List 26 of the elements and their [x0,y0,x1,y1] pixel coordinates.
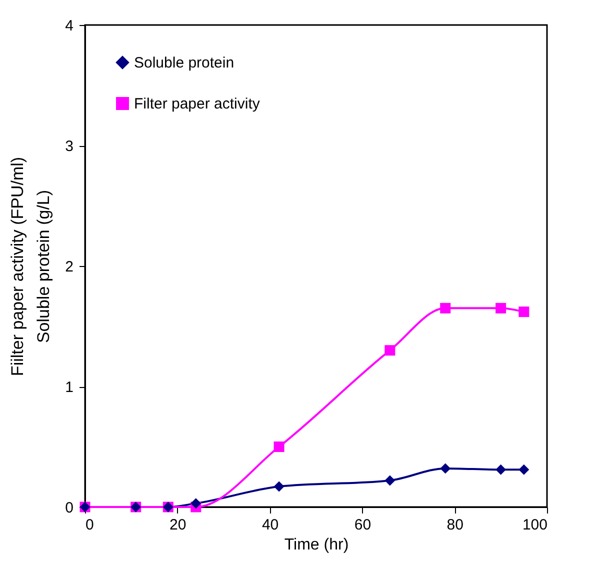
x-tick-label: 100 [522,516,548,534]
point [496,302,506,314]
point [518,464,530,475]
y-tick-label: 4 [65,18,74,34]
x-tick-label: 20 [170,516,186,534]
x-tick-label: 0 [86,516,94,534]
y-tick-label: 0 [65,500,74,516]
point [440,302,451,314]
x-tick-label: 80 [446,516,464,534]
legend-label: Filter paper activity [134,96,260,112]
x-tick-label: 60 [354,516,372,534]
legend-label: Soluble protein [134,54,234,72]
y-axis-title: Fiilter paper activity (FPU/ml) Soluble protein (g/L) [8,156,54,376]
point [274,442,284,452]
x-tick-label: 40 [262,516,279,534]
point [384,345,396,356]
y-tick-label: 2 [65,258,74,276]
point [384,475,396,486]
point [518,306,530,318]
point [190,498,202,509]
point [440,463,451,474]
y-tick-label: 1 [65,379,74,396]
point [496,464,506,475]
point [274,481,284,492]
y-tick-label: 3 [65,138,74,155]
x-axis-title: Time (hr) [284,536,349,554]
